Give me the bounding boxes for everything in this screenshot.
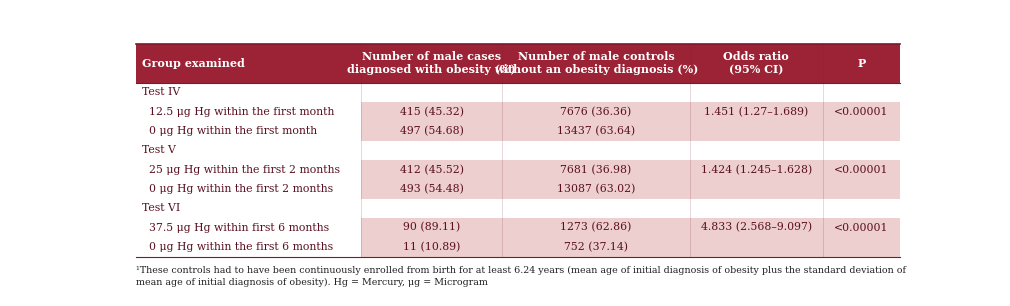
Bar bbox=[823, 160, 900, 179]
Text: 7676 (36.36): 7676 (36.36) bbox=[561, 106, 631, 117]
Text: <0.00001: <0.00001 bbox=[834, 165, 889, 175]
Bar bbox=[690, 160, 823, 179]
Bar bbox=[823, 102, 900, 121]
Text: Test V: Test V bbox=[141, 145, 176, 155]
Bar bbox=[690, 83, 823, 102]
Bar bbox=[502, 237, 690, 256]
Bar bbox=[502, 44, 690, 83]
Bar bbox=[135, 102, 361, 121]
Text: 11 (10.89): 11 (10.89) bbox=[403, 242, 461, 252]
Bar bbox=[690, 44, 823, 83]
Bar bbox=[361, 179, 502, 199]
Bar bbox=[361, 121, 502, 141]
Bar bbox=[823, 141, 900, 160]
Bar bbox=[361, 44, 502, 83]
Bar bbox=[502, 121, 690, 141]
Text: 1.451 (1.27–1.689): 1.451 (1.27–1.689) bbox=[704, 106, 808, 117]
Bar bbox=[502, 83, 690, 102]
Text: Test VI: Test VI bbox=[141, 203, 180, 213]
Text: 1.424 (1.245–1.628): 1.424 (1.245–1.628) bbox=[701, 164, 812, 175]
Bar bbox=[135, 44, 361, 83]
Bar bbox=[690, 179, 823, 199]
Bar bbox=[823, 83, 900, 102]
Text: 415 (45.32): 415 (45.32) bbox=[400, 106, 464, 117]
Text: 497 (54.68): 497 (54.68) bbox=[400, 126, 464, 136]
Bar bbox=[361, 141, 502, 160]
Text: <0.00001: <0.00001 bbox=[834, 222, 889, 233]
Bar bbox=[135, 218, 361, 237]
Bar bbox=[135, 83, 361, 102]
Bar bbox=[502, 218, 690, 237]
Text: Test IV: Test IV bbox=[141, 87, 180, 97]
Text: Number of male cases
diagnosed with obesity (%): Number of male cases diagnosed with obes… bbox=[347, 51, 516, 75]
Bar bbox=[823, 121, 900, 141]
Bar bbox=[690, 199, 823, 218]
Bar bbox=[823, 237, 900, 256]
Text: 412 (45.52): 412 (45.52) bbox=[400, 164, 464, 175]
Bar bbox=[361, 83, 502, 102]
Bar bbox=[361, 237, 502, 256]
Bar bbox=[823, 218, 900, 237]
Text: Odds ratio
(95% CI): Odds ratio (95% CI) bbox=[723, 51, 789, 75]
Text: 1273 (62.86): 1273 (62.86) bbox=[561, 222, 631, 233]
Bar bbox=[361, 199, 502, 218]
Bar bbox=[823, 44, 900, 83]
Text: Number of male controls
without an obesity diagnosis (%): Number of male controls without an obesi… bbox=[494, 51, 698, 75]
Text: 13437 (63.64): 13437 (63.64) bbox=[557, 126, 635, 136]
Bar bbox=[502, 179, 690, 199]
Bar bbox=[690, 102, 823, 121]
Bar bbox=[361, 102, 502, 121]
Text: 0 μg Hg within the first 2 months: 0 μg Hg within the first 2 months bbox=[141, 184, 333, 194]
Text: 7681 (36.98): 7681 (36.98) bbox=[561, 164, 631, 175]
Text: 13087 (63.02): 13087 (63.02) bbox=[557, 184, 635, 194]
Bar bbox=[690, 237, 823, 256]
Bar bbox=[135, 160, 361, 179]
Bar bbox=[690, 218, 823, 237]
Bar bbox=[823, 199, 900, 218]
Text: 0 μg Hg within the first month: 0 μg Hg within the first month bbox=[141, 126, 317, 136]
Text: <0.00001: <0.00001 bbox=[834, 107, 889, 117]
Bar bbox=[502, 160, 690, 179]
Text: 752 (37.14): 752 (37.14) bbox=[564, 242, 628, 252]
Text: 37.5 μg Hg within first 6 months: 37.5 μg Hg within first 6 months bbox=[141, 222, 329, 233]
Bar bbox=[823, 179, 900, 199]
Bar bbox=[502, 141, 690, 160]
Bar bbox=[135, 141, 361, 160]
Bar bbox=[690, 141, 823, 160]
Bar bbox=[361, 160, 502, 179]
Bar bbox=[135, 179, 361, 199]
Text: 493 (54.48): 493 (54.48) bbox=[400, 184, 464, 194]
Bar bbox=[135, 199, 361, 218]
Text: ¹These controls had to have been continuously enrolled from birth for at least 6: ¹These controls had to have been continu… bbox=[135, 266, 906, 287]
Bar bbox=[502, 102, 690, 121]
Bar bbox=[361, 218, 502, 237]
Text: 4.833 (2.568–9.097): 4.833 (2.568–9.097) bbox=[701, 222, 812, 233]
Text: 12.5 μg Hg within the first month: 12.5 μg Hg within the first month bbox=[141, 107, 334, 117]
Text: P: P bbox=[857, 58, 866, 69]
Text: Group examined: Group examined bbox=[141, 58, 244, 69]
Bar bbox=[135, 121, 361, 141]
Bar bbox=[502, 199, 690, 218]
Bar bbox=[135, 237, 361, 256]
Text: 0 μg Hg within the first 6 months: 0 μg Hg within the first 6 months bbox=[141, 242, 333, 252]
Text: 90 (89.11): 90 (89.11) bbox=[403, 222, 461, 233]
Bar bbox=[690, 121, 823, 141]
Text: 25 μg Hg within the first 2 months: 25 μg Hg within the first 2 months bbox=[141, 165, 340, 175]
